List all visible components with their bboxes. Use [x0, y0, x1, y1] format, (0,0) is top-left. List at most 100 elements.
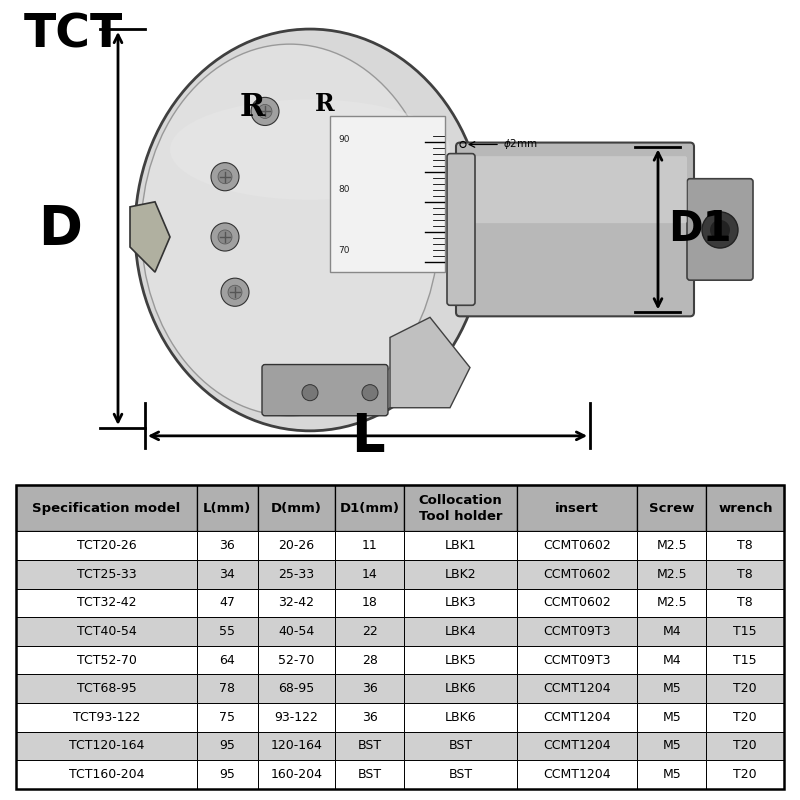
- Text: LBK5: LBK5: [445, 654, 476, 666]
- Bar: [258, 760, 335, 789]
- Text: 120-164: 120-164: [270, 739, 322, 753]
- Bar: [404, 589, 517, 617]
- Text: TCT93-122: TCT93-122: [73, 711, 140, 724]
- Bar: [638, 589, 706, 617]
- Ellipse shape: [170, 99, 450, 200]
- Text: BST: BST: [358, 768, 382, 781]
- Text: M2.5: M2.5: [657, 596, 687, 610]
- Bar: [258, 589, 335, 617]
- Circle shape: [710, 220, 730, 240]
- Circle shape: [211, 162, 239, 190]
- Text: TCT20-26: TCT20-26: [77, 539, 136, 552]
- Text: TCT120-164: TCT120-164: [69, 739, 144, 753]
- Ellipse shape: [135, 29, 485, 431]
- Bar: [197, 589, 258, 617]
- Bar: [16, 760, 197, 789]
- FancyBboxPatch shape: [687, 178, 753, 280]
- Bar: [335, 617, 404, 646]
- Text: L(mm): L(mm): [203, 502, 251, 515]
- Bar: [706, 646, 784, 674]
- Bar: [706, 760, 784, 789]
- Bar: [197, 760, 258, 789]
- Text: L: L: [351, 411, 385, 463]
- Bar: [16, 674, 197, 703]
- Text: T15: T15: [734, 654, 757, 666]
- Text: 70: 70: [338, 246, 350, 254]
- Bar: [638, 760, 706, 789]
- Bar: [517, 646, 638, 674]
- Text: 28: 28: [362, 654, 378, 666]
- Text: M4: M4: [662, 654, 682, 666]
- Text: 55: 55: [219, 625, 235, 638]
- Bar: [16, 732, 197, 760]
- Bar: [197, 486, 258, 531]
- Text: 78: 78: [219, 682, 235, 695]
- Text: T8: T8: [738, 539, 753, 552]
- Text: BST: BST: [448, 768, 473, 781]
- Bar: [16, 703, 197, 732]
- Polygon shape: [130, 202, 170, 272]
- Text: 36: 36: [362, 711, 378, 724]
- Bar: [335, 486, 404, 531]
- Bar: [335, 560, 404, 589]
- Text: T20: T20: [734, 682, 757, 695]
- Bar: [404, 674, 517, 703]
- Bar: [197, 617, 258, 646]
- Bar: [706, 560, 784, 589]
- Text: 14: 14: [362, 568, 378, 581]
- Circle shape: [702, 212, 738, 248]
- Text: wrench: wrench: [718, 502, 773, 515]
- Text: CCMT1204: CCMT1204: [543, 682, 610, 695]
- Text: LBK2: LBK2: [445, 568, 476, 581]
- Bar: [258, 486, 335, 531]
- Text: Collocation
Tool holder: Collocation Tool holder: [418, 494, 502, 523]
- Bar: [335, 703, 404, 732]
- Text: BST: BST: [358, 739, 382, 753]
- Text: M5: M5: [662, 682, 682, 695]
- Bar: [638, 617, 706, 646]
- Text: T15: T15: [734, 625, 757, 638]
- Text: 36: 36: [362, 682, 378, 695]
- Text: CCMT0602: CCMT0602: [543, 539, 611, 552]
- Bar: [197, 531, 258, 560]
- Circle shape: [258, 104, 272, 118]
- Bar: [517, 760, 638, 789]
- Text: 25-33: 25-33: [278, 568, 314, 581]
- Text: TCT25-33: TCT25-33: [77, 568, 136, 581]
- FancyBboxPatch shape: [447, 154, 475, 306]
- Text: 32-42: 32-42: [278, 596, 314, 610]
- Text: TCT40-54: TCT40-54: [77, 625, 136, 638]
- Bar: [258, 617, 335, 646]
- Text: 95: 95: [219, 768, 235, 781]
- Text: M2.5: M2.5: [657, 539, 687, 552]
- FancyBboxPatch shape: [463, 156, 687, 223]
- Text: 95: 95: [219, 739, 235, 753]
- Bar: [16, 589, 197, 617]
- Circle shape: [211, 223, 239, 251]
- Bar: [258, 732, 335, 760]
- Bar: [404, 732, 517, 760]
- Text: D1: D1: [668, 208, 732, 250]
- Text: insert: insert: [555, 502, 599, 515]
- Bar: [258, 646, 335, 674]
- Text: CCMT0602: CCMT0602: [543, 596, 611, 610]
- Text: TCT: TCT: [24, 12, 123, 57]
- Circle shape: [228, 285, 242, 299]
- Text: CCMT09T3: CCMT09T3: [543, 654, 610, 666]
- Text: 20-26: 20-26: [278, 539, 314, 552]
- Circle shape: [218, 170, 232, 184]
- Text: M5: M5: [662, 739, 682, 753]
- Bar: [258, 531, 335, 560]
- Bar: [404, 760, 517, 789]
- Bar: [638, 732, 706, 760]
- Bar: [517, 486, 638, 531]
- Bar: [706, 703, 784, 732]
- Circle shape: [218, 230, 232, 244]
- Text: 93-122: 93-122: [274, 711, 318, 724]
- Text: $\phi$2mm: $\phi$2mm: [503, 138, 538, 151]
- Text: T20: T20: [734, 711, 757, 724]
- Bar: [404, 617, 517, 646]
- Text: D1(mm): D1(mm): [340, 502, 400, 515]
- Text: 36: 36: [219, 539, 235, 552]
- Text: 90: 90: [338, 135, 350, 144]
